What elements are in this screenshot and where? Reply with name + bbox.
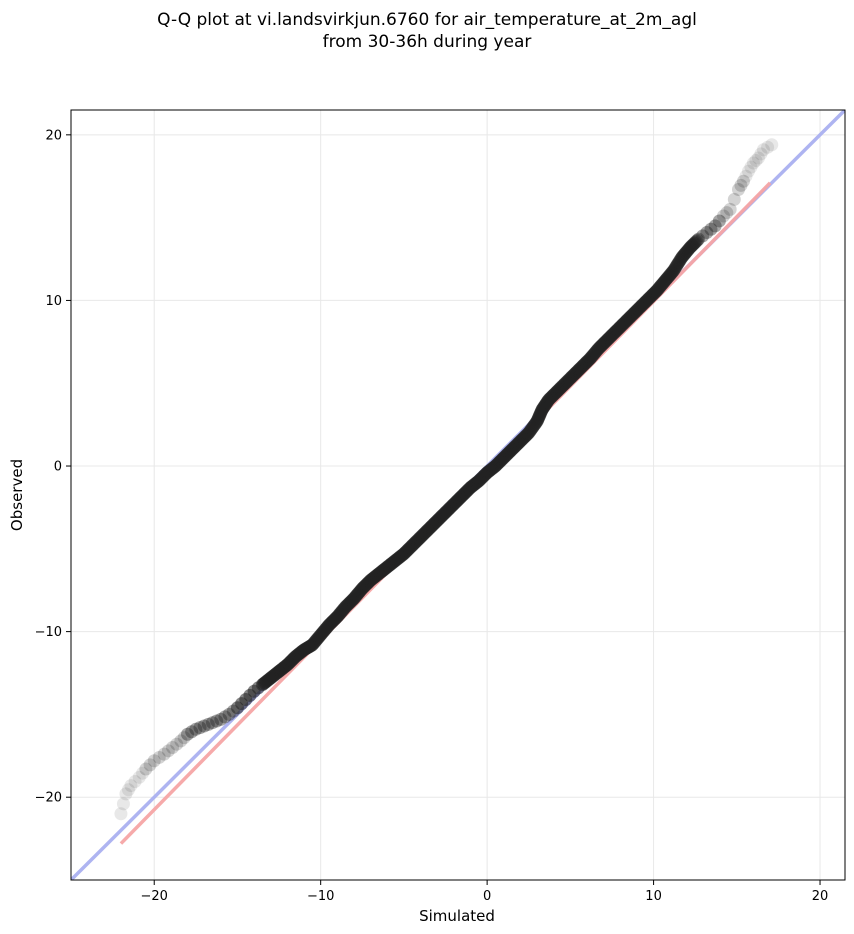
- data-point-interpolated: [689, 234, 703, 248]
- data-point-interpolated: [704, 222, 718, 236]
- data-point: [765, 138, 779, 152]
- data-point-interpolated: [177, 731, 191, 745]
- data-point: [147, 754, 161, 768]
- data-point: [214, 712, 228, 726]
- chart-title-line-1: Q-Q plot at vi.landsvirkjun.6760 for air…: [157, 10, 697, 30]
- data-point: [708, 219, 722, 233]
- x-tick-label: 20: [812, 889, 829, 904]
- data-point-interpolated: [170, 737, 184, 751]
- data-point: [166, 741, 180, 755]
- data-point-interpolated: [218, 710, 232, 724]
- data-point-interpolated: [121, 783, 135, 797]
- data-point-interpolated: [116, 797, 130, 811]
- x-tick-label: −10: [307, 889, 334, 904]
- data-point: [157, 747, 171, 761]
- data-point-interpolated: [143, 758, 157, 772]
- x-tick-label: 10: [645, 889, 662, 904]
- data-point-interpolated: [210, 714, 224, 728]
- data-point-interpolated: [739, 169, 753, 183]
- data-point: [741, 164, 755, 178]
- data-point-interpolated: [152, 750, 166, 764]
- data-point-interpolated: [696, 229, 710, 243]
- data-point: [205, 716, 219, 730]
- data-point-interpolated: [128, 774, 142, 788]
- data-point-interpolated: [761, 140, 775, 154]
- data-point: [723, 202, 737, 216]
- data-point-interpolated: [712, 214, 726, 228]
- data-point: [756, 143, 770, 157]
- x-tick-label: 0: [483, 889, 491, 904]
- x-axis-label: Simulated: [419, 907, 495, 925]
- y-axis-ticks: −20 −10 0 10 20: [35, 128, 71, 806]
- data-point-interpolated: [185, 725, 199, 739]
- data-point-interpolated: [687, 236, 701, 250]
- data-point-interpolated: [727, 192, 741, 206]
- data-point: [197, 719, 211, 733]
- data-point: [124, 779, 138, 793]
- data-point-interpolated: [201, 717, 215, 731]
- data-point-interpolated: [720, 206, 734, 220]
- y-tick-label: 0: [54, 460, 62, 475]
- y-tick-label: 20: [45, 128, 62, 143]
- y-tick-label: −10: [35, 625, 62, 640]
- chart-title-line-2: from 30-36h during year: [322, 32, 532, 52]
- data-point-interpolated: [161, 744, 175, 758]
- x-axis-ticks: −20 −10 0 10 20: [141, 880, 829, 904]
- data-point-interpolated: [690, 233, 704, 247]
- data-point: [716, 209, 730, 223]
- grid-lines: [71, 110, 845, 880]
- data-point-interpolated: [734, 178, 748, 192]
- y-axis-label: Observed: [8, 459, 26, 531]
- data-point: [174, 734, 188, 748]
- data-point: [119, 787, 133, 801]
- data-point-interpolated: [688, 235, 702, 249]
- data-point: [181, 727, 195, 741]
- data-point: [114, 807, 128, 821]
- data-point: [139, 762, 153, 776]
- data-point: [132, 770, 146, 784]
- y-tick-label: −20: [35, 791, 62, 806]
- data-point: [746, 156, 760, 170]
- plot-frame: [70, 109, 846, 881]
- data-points: [114, 138, 779, 821]
- data-point: [736, 174, 750, 188]
- data-point-interpolated: [193, 721, 207, 735]
- data-point: [692, 232, 706, 246]
- data-point-interpolated: [744, 160, 758, 174]
- data-point-interpolated: [136, 766, 150, 780]
- data-point-interpolated: [749, 154, 763, 168]
- data-point: [700, 226, 714, 240]
- data-point: [189, 722, 203, 736]
- data-point: [731, 182, 745, 196]
- data-point: [751, 151, 765, 165]
- y-tick-label: 10: [45, 294, 62, 309]
- x-tick-label: −20: [141, 889, 168, 904]
- data-point-interpolated: [754, 147, 768, 161]
